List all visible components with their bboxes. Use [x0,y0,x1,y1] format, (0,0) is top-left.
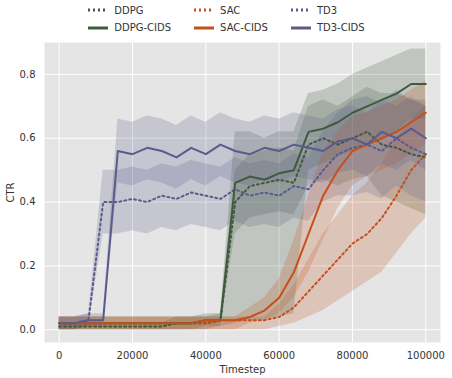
svg-text:60000: 60000 [263,350,295,361]
svg-text:0: 0 [56,350,62,361]
svg-text:CTR: CTR [5,182,16,202]
svg-text:0.0: 0.0 [20,324,36,335]
html-text:SAC-CIDS: SAC-CIDS [220,22,268,34]
svg-text:0.8: 0.8 [20,69,36,80]
svg-text:20000: 20000 [117,350,149,361]
svg-text:Timestep: Timestep [218,364,265,375]
svg-text:40000: 40000 [190,350,222,361]
html-text:DDPG-CIDS: DDPG-CIDS [114,22,172,34]
svg-text:80000: 80000 [337,350,369,361]
html-text:DDPG: DDPG [114,4,144,16]
svg-text:0.2: 0.2 [20,260,36,271]
svg-text:100000: 100000 [407,350,445,361]
html-text:TD3-CIDS: TD3-CIDS [316,22,365,34]
svg-text:0.6: 0.6 [20,132,36,143]
html-text:SAC: SAC [220,4,241,16]
html-text:TD3: TD3 [316,4,338,16]
svg-text:0.4: 0.4 [20,196,36,207]
